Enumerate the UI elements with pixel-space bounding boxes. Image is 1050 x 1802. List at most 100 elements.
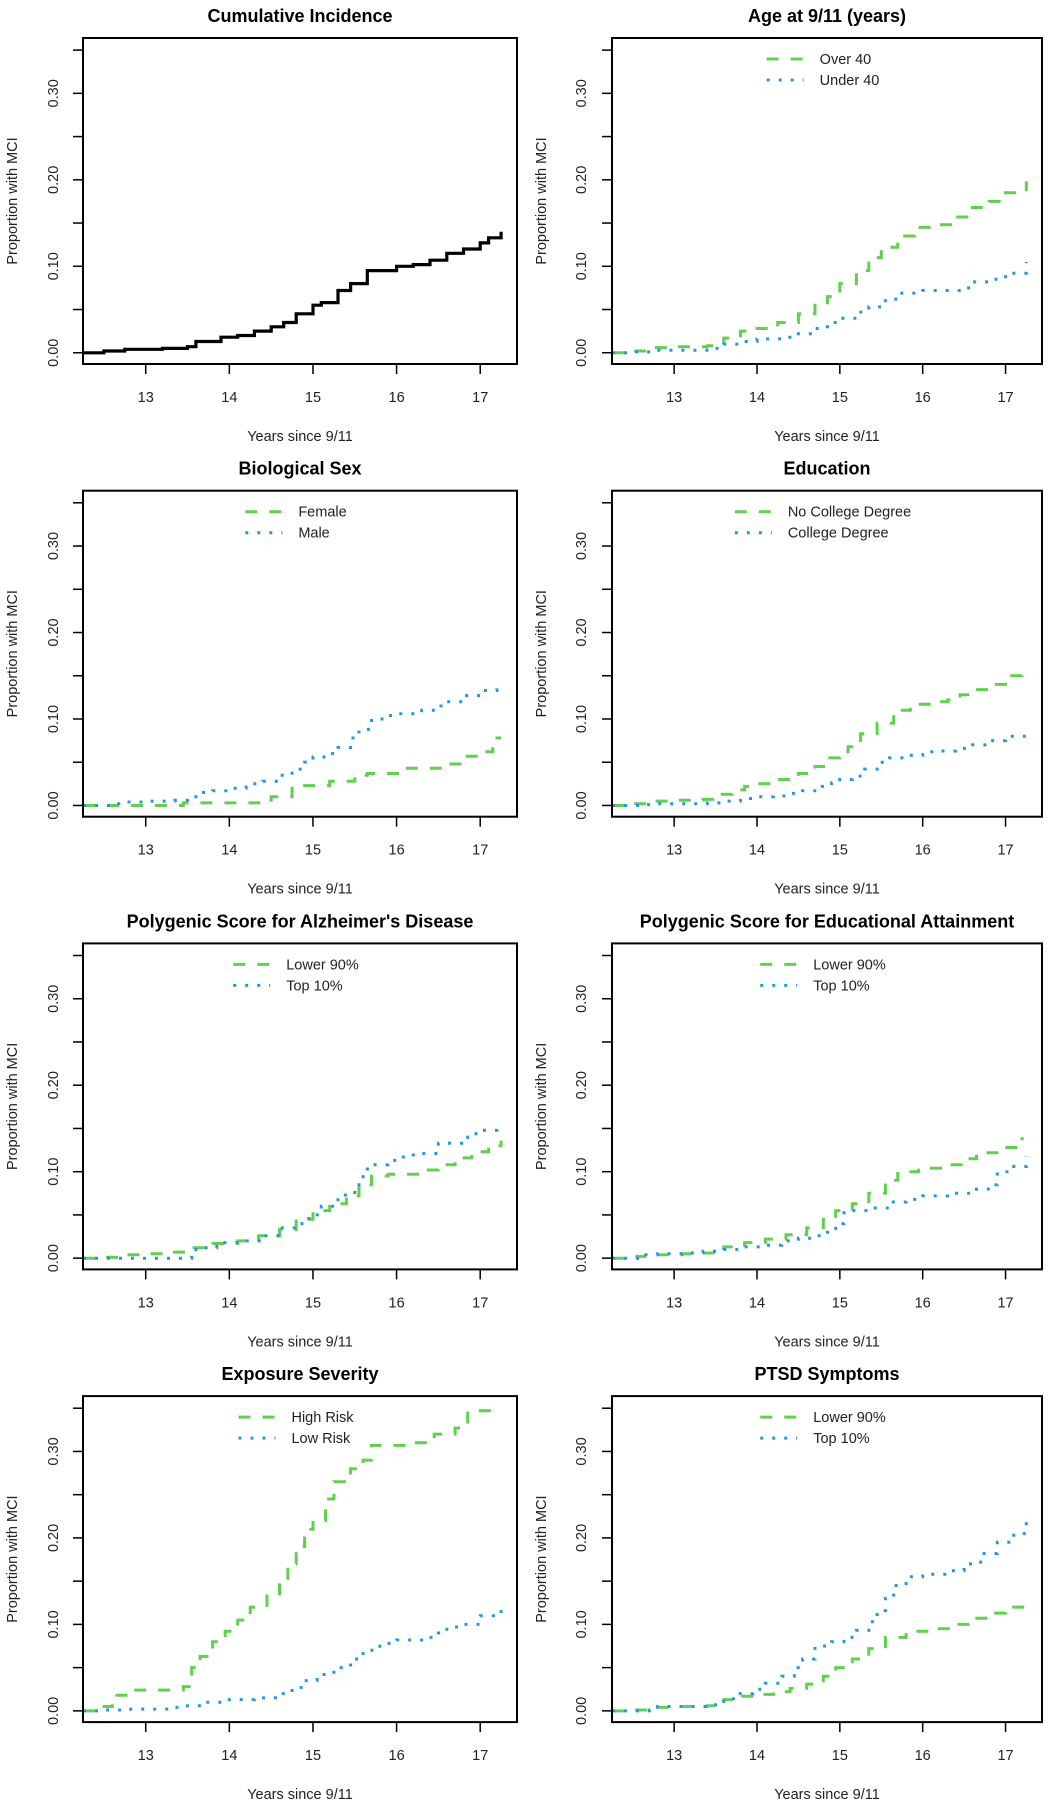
legend-label: Low Risk — [291, 1431, 351, 1447]
series-line-1 — [83, 1409, 497, 1713]
y-tick-label: 0.10 — [574, 705, 590, 733]
series-line-2 — [612, 262, 1028, 355]
legend: Lower 90% Top 10% — [760, 1410, 886, 1447]
legend: Over 40 Under 40 — [766, 52, 880, 89]
y-tick-label: 0.30 — [46, 1437, 62, 1465]
y-tick-label: 0.00 — [46, 1697, 62, 1725]
y-tick-label: 0.00 — [574, 339, 590, 367]
series-line-2 — [612, 1516, 1028, 1713]
x-tick-label: 14 — [221, 1748, 237, 1764]
x-tick-label: 15 — [832, 1295, 848, 1311]
x-tick-label: 16 — [389, 843, 405, 859]
x-tick-label: 13 — [138, 843, 154, 859]
x-axis-label: Years since 9/11 — [774, 429, 880, 445]
y-tick-label: 0.10 — [46, 1158, 62, 1186]
y-tick-label: 0.00 — [574, 791, 590, 819]
x-tick-label: 14 — [749, 390, 765, 406]
chart-title: Exposure Severity — [221, 1364, 378, 1384]
legend-label: Male — [298, 526, 329, 542]
x-tick-label: 17 — [997, 1295, 1013, 1311]
x-tick-label: 14 — [221, 1295, 237, 1311]
plot-frame — [82, 1395, 518, 1724]
x-tick-label: 14 — [749, 1295, 765, 1311]
y-tick-label: 0.10 — [46, 252, 62, 280]
y-tick-label: 0.20 — [46, 1524, 62, 1552]
x-tick-label: 13 — [138, 390, 154, 406]
x-tick-label: 14 — [749, 843, 765, 859]
y-tick-label: 0.20 — [574, 1524, 590, 1552]
y-tick-label: 0.10 — [574, 1158, 590, 1186]
legend: High Risk Low Risk — [238, 1410, 354, 1447]
y-tick-label: 0.20 — [574, 166, 590, 194]
chart-panel: PTSD Symptoms 13 14 15 16 17 0.00 0.10 0.20 0.30 Y… — [534, 1364, 1043, 1802]
series-line-2 — [612, 1156, 1028, 1260]
y-tick-label: 0.20 — [574, 1071, 590, 1099]
series-line-1 — [612, 667, 1024, 808]
x-tick-label: 17 — [472, 1295, 488, 1311]
x-tick-label: 17 — [472, 390, 488, 406]
x-tick-label: 16 — [389, 1295, 405, 1311]
x-axis-label: Years since 9/11 — [774, 1787, 880, 1802]
y-tick-label: 0.20 — [46, 166, 62, 194]
x-tick-label: 15 — [305, 390, 321, 406]
legend-label: Top 10% — [813, 1431, 870, 1447]
x-tick-label: 14 — [749, 1748, 765, 1764]
chart-panel: Polygenic Score for Educational Attainme… — [534, 911, 1043, 1350]
x-tick-label: 17 — [472, 1748, 488, 1764]
plot-frame — [611, 1395, 1043, 1724]
y-tick-label: 0.30 — [574, 532, 590, 560]
x-tick-label: 13 — [138, 1748, 154, 1764]
series-line-1 — [612, 1598, 1028, 1713]
y-axis-label: Proportion with MCI — [534, 1043, 550, 1170]
x-axis-label: Years since 9/11 — [774, 882, 880, 898]
chart-panel: Polygenic Score for Alzheimer's Disease 1… — [5, 911, 518, 1350]
x-tick-label: 13 — [666, 1295, 682, 1311]
x-tick-label: 15 — [305, 1295, 321, 1311]
y-axis-label: Proportion with MCI — [534, 590, 550, 717]
x-tick-label: 17 — [997, 1748, 1013, 1764]
legend-label: College Degree — [788, 526, 889, 542]
chart-panel: Age at 9/11 (years) 13 14 15 16 17 0.00 0.10 0.2… — [534, 6, 1043, 445]
plot-frame — [82, 37, 518, 365]
y-tick-label: 0.20 — [46, 618, 62, 646]
legend-label: No College Degree — [788, 505, 911, 521]
y-axis-label: Proportion with MCI — [5, 590, 21, 717]
chart-title: Polygenic Score for Educational Attainme… — [640, 911, 1014, 931]
y-tick-label: 0.30 — [46, 79, 62, 107]
x-tick-label: 13 — [138, 1295, 154, 1311]
chart-panel: Biological Sex 13 14 15 16 17 0.00 0.10 0.20 0.30… — [5, 459, 518, 898]
x-tick-label: 17 — [997, 390, 1013, 406]
y-tick-label: 0.30 — [574, 985, 590, 1013]
x-tick-label: 15 — [832, 390, 848, 406]
y-tick-label: 0.00 — [46, 791, 62, 819]
chart-title: Biological Sex — [238, 459, 361, 479]
series-line-1 — [83, 736, 502, 808]
chart-panel: Cumulative Incidence 13 14 15 16 17 0.00 0.10 0.… — [5, 6, 518, 445]
x-tick-label: 16 — [389, 1748, 405, 1764]
x-tick-label: 16 — [915, 843, 931, 859]
y-tick-label: 0.20 — [46, 1071, 62, 1099]
plot-frame — [82, 942, 518, 1271]
legend: Female Male — [245, 505, 347, 542]
y-tick-label: 0.00 — [574, 1697, 590, 1725]
plot-frame — [611, 489, 1043, 818]
x-tick-label: 13 — [666, 843, 682, 859]
x-tick-label: 15 — [832, 843, 848, 859]
legend-label: Female — [298, 505, 346, 521]
x-tick-label: 15 — [305, 1748, 321, 1764]
legend-label: Over 40 — [820, 52, 872, 68]
x-tick-label: 17 — [472, 843, 488, 859]
y-tick-label: 0.30 — [574, 1437, 590, 1465]
series-line-2 — [83, 684, 499, 808]
y-tick-label: 0.30 — [46, 532, 62, 560]
series-line-1 — [83, 1140, 503, 1260]
plot-frame — [611, 942, 1043, 1271]
x-tick-label: 17 — [997, 843, 1013, 859]
y-tick-label: 0.20 — [574, 618, 590, 646]
y-axis-label: Proportion with MCI — [534, 137, 550, 264]
legend: Lower 90% Top 10% — [233, 957, 359, 994]
chart-title: Polygenic Score for Alzheimer's Disease — [127, 911, 474, 931]
legend-label: Under 40 — [820, 73, 880, 89]
series-line-2 — [83, 1121, 499, 1260]
x-axis-label: Years since 9/11 — [247, 429, 353, 445]
